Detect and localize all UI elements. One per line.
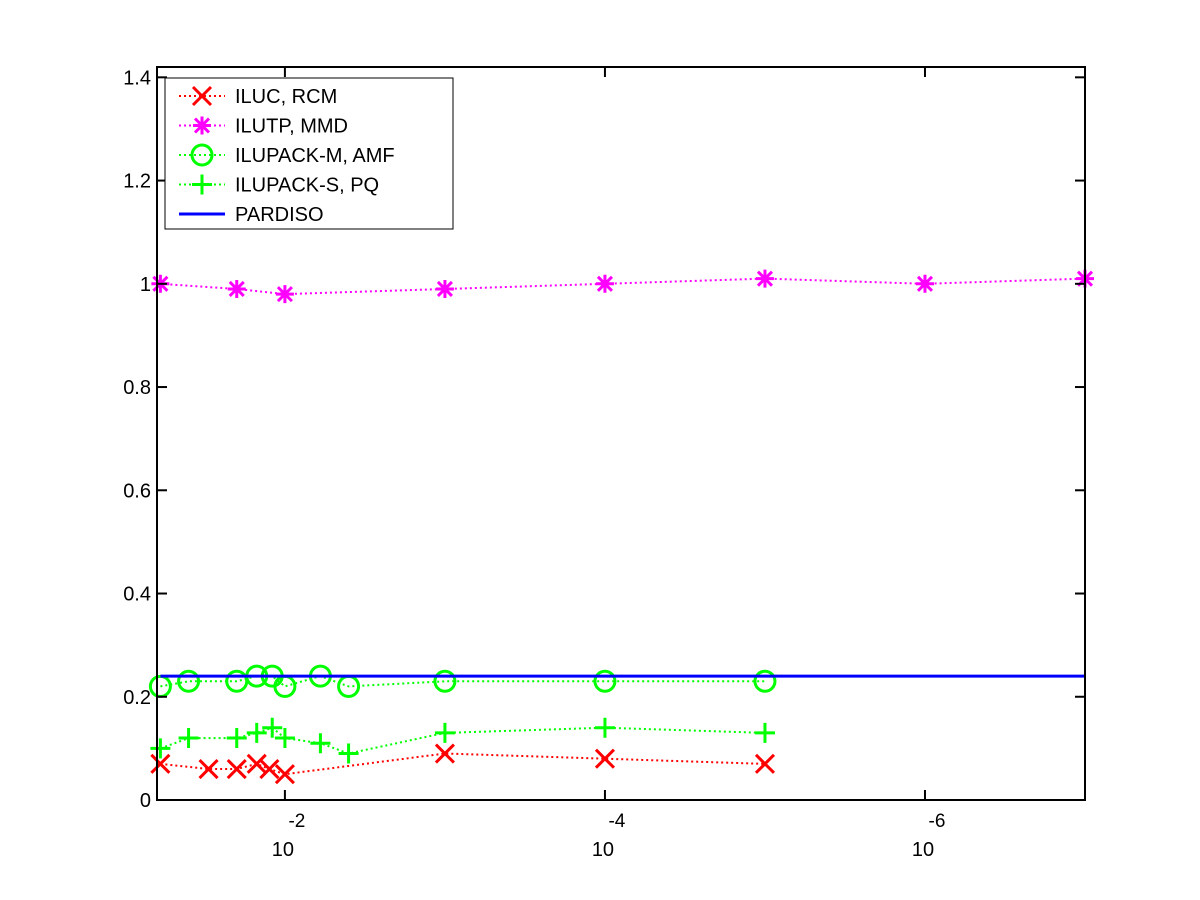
data-point-star-marker-3 [435,279,454,298]
data-point-plus-marker-10 [754,722,775,743]
data-point-circle-marker-9 [593,669,617,693]
data-point-x-marker-6 [434,743,455,764]
legend-entry: ILUPACK-M, AMF [179,143,395,167]
y-tick-label: 1.4 [123,67,151,89]
data-point-plus-marker-5 [274,728,295,749]
legend-label: ILUPACK-M, AMF [235,145,395,167]
legend-entry: PARDISO [179,204,324,226]
axes: 0 0.2 0.4 0.6 0.8 1 1.2 1.4 10 -2 10 -4 10 -6 [123,66,1086,861]
data-point-star-marker-5 [755,269,774,288]
legend-entry: ILUPACK-S, PQ [179,174,379,197]
data-point-plus-marker-8 [434,722,455,743]
data-point-star-marker-4 [595,274,614,293]
data-point-plus-marker-3 [246,722,267,743]
x-tick-label-exponent: -2 [288,811,305,832]
data-point-x-marker-3 [246,753,267,774]
y-tick-label: 0.6 [123,480,151,502]
series-iluc-rcm [150,743,776,785]
data-point-plus-marker-2 [226,728,247,749]
y-tick-label: 1.2 [123,171,151,193]
data-point-circle-marker-10 [753,669,777,693]
data-point-x-marker-7 [594,748,616,769]
data-point-star-marker-legend [193,116,211,135]
legend: ILUC, RCM ILUTP, MMD ILUPACK-M, AMF ILUPACK… [164,77,454,230]
data-point-plus-marker-9 [594,717,615,738]
x-tick-label-exponent: -6 [929,811,946,832]
y-tick-label: 0.4 [123,584,151,606]
legend-label: PARDISO [235,204,324,226]
series-ilupack-s-pq [150,717,775,764]
data-point-x-marker-0 [150,753,171,774]
y-tick-label: 0.2 [123,687,151,709]
data-point-circle-marker-1 [177,669,201,693]
x-tick-label-base: 10 [592,839,614,861]
x-tick-label-exponent: -4 [608,811,625,832]
series-line [160,675,765,688]
legend-label: ILUTP, MMD [235,116,348,138]
data-point-x-marker-1 [198,758,219,780]
legend-entry: ILUC, RCM [179,85,337,108]
data-point-x-marker-2 [226,758,247,780]
data-point-star-marker-6 [915,274,934,293]
data-point-circle-marker-8 [433,669,457,693]
data-point-plus-marker-0 [150,738,171,759]
data-point-x-marker-5 [274,764,295,785]
data-point-star-marker-1 [227,279,246,298]
data-point-circle-marker-legend [190,143,214,167]
legend-label: ILUC, RCM [235,86,337,108]
data-point-plus-marker-6 [310,733,331,754]
y-tick-label: 0 [140,790,151,812]
data-point-plus-marker-4 [262,717,283,738]
axes-frame [156,66,1086,801]
data-point-plus-marker-7 [338,743,359,764]
data-point-plus-marker-1 [178,728,199,749]
data-point-x-marker-8 [754,753,776,774]
data-point-plus-marker-legend [192,174,212,195]
legend-label: ILUPACK-S, PQ [235,175,379,197]
data-point-star-marker-2 [275,285,294,304]
data-point-x-marker-4 [259,758,280,780]
y-tick-label: 0.8 [123,377,151,399]
x-tick-label-base: 10 [912,839,934,861]
legend-entry: ILUTP, MMD [179,116,348,138]
y-tick-label: 1 [140,274,151,296]
data-point-x-marker-legend [191,85,213,107]
series-line [160,277,1086,296]
x-tick-label-base: 10 [272,839,294,861]
